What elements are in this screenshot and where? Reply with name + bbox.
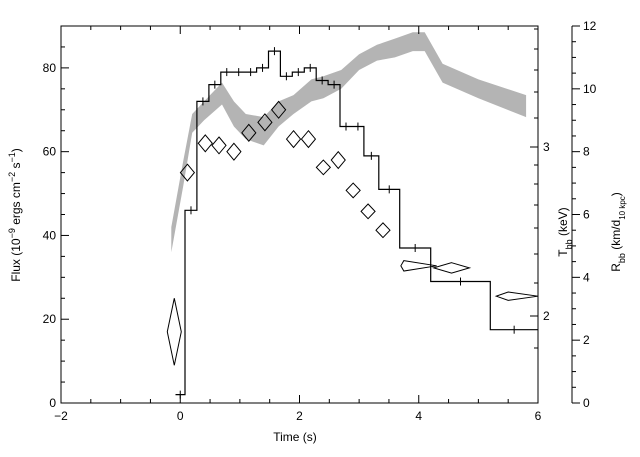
temperature-tick-label: 2	[543, 309, 550, 323]
x-tick-label: −2	[54, 409, 68, 423]
radius-tick-label: 4	[583, 270, 590, 284]
flux-tick-label: 80	[43, 61, 57, 75]
radius-tick-label: 6	[583, 208, 590, 222]
radius-band	[171, 32, 527, 253]
temperature-diamond	[375, 222, 391, 239]
temperature-diamond	[179, 163, 196, 182]
temperature-diamond	[226, 142, 242, 161]
temperature-diamond	[285, 129, 302, 149]
temperature-diamond	[257, 113, 273, 132]
temperature-diamond	[300, 129, 317, 149]
temperature-diamond	[330, 150, 346, 170]
flux-tick-label: 60	[43, 145, 57, 159]
x-tick-label: 4	[415, 409, 422, 423]
radius-tick-label: 12	[583, 19, 597, 33]
radius-tick-label: 0	[583, 396, 590, 410]
radius-tick-label: 10	[583, 82, 597, 96]
y-axis-title-temperature: Tbb (keV)	[556, 207, 574, 256]
flux-tick-label: 0	[49, 396, 56, 410]
flux-tick-label: 40	[43, 228, 57, 242]
temperature-points-layer	[166, 100, 539, 366]
x-tick-label: 2	[296, 409, 303, 423]
temperature-diamond	[197, 134, 213, 153]
temperature-diamond	[241, 123, 257, 142]
radius-band-layer	[171, 32, 527, 253]
y-axis-title-flux: Flux (10−9 ergs cm−2 s−1)	[7, 148, 23, 282]
x-tick-label: 6	[535, 409, 542, 423]
temperature-diamond	[400, 260, 437, 272]
temperature-diamond	[315, 159, 332, 176]
flux-histogram-line	[175, 50, 538, 396]
temperature-diamond	[345, 182, 361, 199]
radius-tick-label: 2	[583, 333, 590, 347]
temperature-tick-label: 3	[543, 140, 550, 154]
temperature-diamond	[166, 298, 182, 366]
x-axis-title: Time (s)	[273, 430, 317, 444]
y-axis-title-radius: Rbb (km/d10 kpc)	[609, 192, 627, 272]
temperature-diamond	[360, 203, 376, 220]
temperature-diamond	[270, 100, 287, 119]
radius-tick-label: 8	[583, 145, 590, 159]
temperature-diamond	[211, 136, 227, 155]
temperature-diamond	[494, 291, 539, 301]
flux-tick-label: 20	[43, 312, 57, 326]
flux-histogram-layer	[175, 47, 538, 399]
temperature-diamond	[431, 262, 472, 274]
x-tick-label: 0	[177, 409, 184, 423]
